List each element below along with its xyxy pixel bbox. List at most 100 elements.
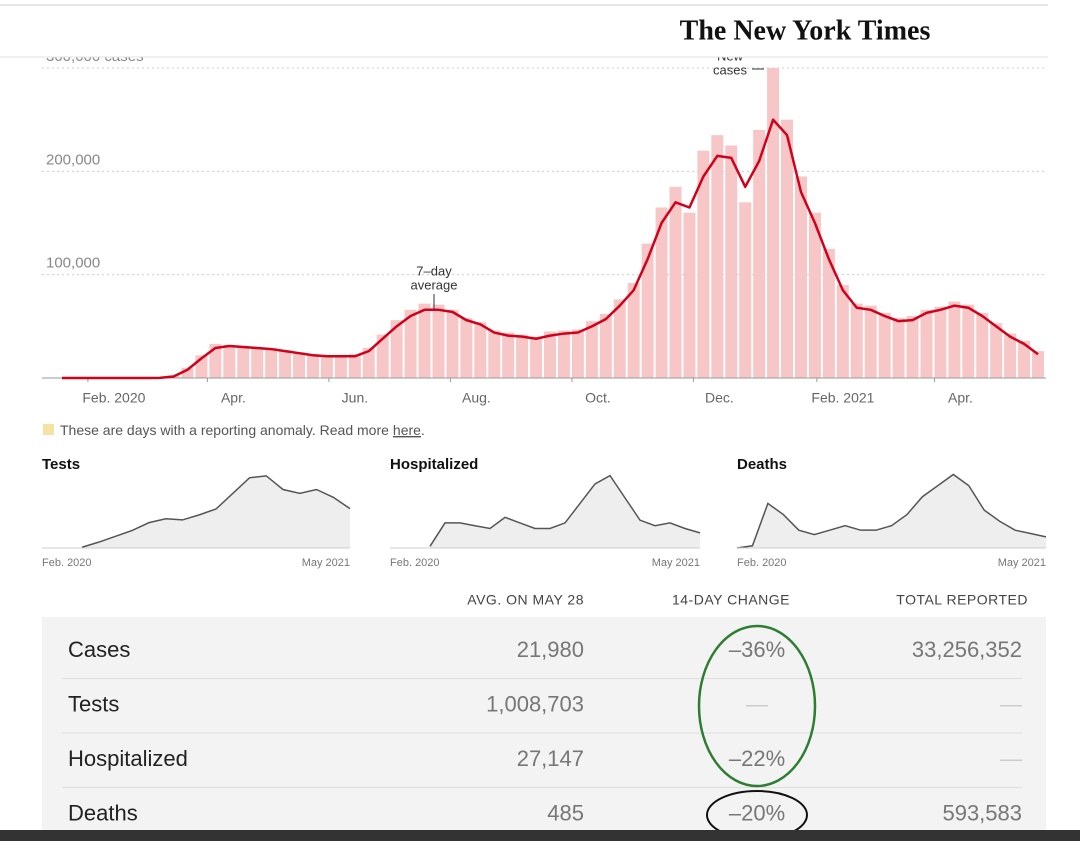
bar [683, 212, 696, 378]
note-end: . [421, 422, 425, 438]
column-header: 14-DAY CHANGE [672, 592, 790, 608]
x-tick-label: Oct. [585, 390, 611, 406]
y-tick-label: 100,000 [46, 255, 100, 272]
x-label: Feb. 2020 [42, 557, 92, 569]
panel-title: Tests [42, 456, 80, 473]
bar [306, 354, 319, 378]
bar [460, 318, 473, 378]
logo: The New York Times [680, 15, 931, 46]
bar [627, 282, 640, 378]
bar [251, 347, 264, 378]
y-tick-label: 200,000 [46, 151, 100, 168]
cell: –20% [729, 800, 785, 825]
bar [320, 355, 333, 378]
bar [990, 323, 1003, 378]
bar [599, 313, 612, 378]
cell: 33,256,352 [912, 637, 1022, 662]
x-tick-label: Apr. [221, 390, 246, 406]
bar [279, 350, 292, 378]
green-circle [697, 624, 817, 788]
bar [697, 150, 710, 378]
cell: 593,583 [942, 800, 1022, 825]
bar [641, 243, 654, 378]
bar [878, 312, 891, 378]
bar [446, 309, 459, 378]
cell: — [1000, 691, 1022, 716]
bar [920, 309, 933, 378]
annotation: 7–day [416, 263, 452, 278]
bar [767, 68, 780, 378]
bar [571, 329, 584, 378]
cell: 21,980 [517, 637, 584, 662]
bar [948, 301, 961, 378]
x-tick-label: Feb. 2021 [811, 390, 874, 406]
bar [836, 285, 849, 378]
annotation: cases [713, 62, 747, 77]
table-bg [42, 617, 1046, 830]
x-tick-label: Jun. [342, 390, 368, 406]
area [82, 475, 350, 548]
bar [1004, 333, 1017, 378]
bar [474, 322, 487, 378]
cell: — [1000, 746, 1022, 771]
bar [669, 186, 682, 378]
bar [516, 334, 529, 378]
bar [1018, 340, 1031, 378]
content: These are days with a reporting anomaly.… [42, 422, 1047, 825]
header [0, 0, 1080, 57]
bar [181, 367, 194, 378]
bar [794, 176, 807, 378]
bar [404, 309, 417, 378]
bottom-bar [0, 830, 1080, 841]
x-label: Feb. 2020 [390, 557, 440, 569]
average-line [62, 118, 1039, 380]
bar [850, 303, 863, 378]
bar [362, 348, 375, 378]
bar [711, 135, 724, 378]
cell: 1,008,703 [486, 691, 584, 716]
cell: –22% [729, 746, 785, 771]
bar [502, 332, 515, 378]
line [429, 474, 701, 547]
bar [934, 306, 947, 378]
bar [348, 354, 361, 378]
bar [822, 248, 835, 378]
bar [265, 348, 278, 378]
note-link[interactable]: here [393, 422, 421, 438]
bar [655, 207, 668, 378]
anomaly-swatch [43, 424, 54, 435]
bar [432, 304, 445, 378]
cell: — [746, 691, 768, 716]
row-label: Cases [68, 637, 130, 662]
bar [557, 330, 570, 378]
column-header: TOTAL REPORTED [896, 592, 1028, 608]
bar [334, 355, 347, 378]
area [430, 475, 700, 548]
cell: 485 [547, 800, 584, 825]
note-text: These are days with a reporting anomaly.… [60, 422, 389, 438]
x-tick-label: Feb. 2020 [82, 390, 145, 406]
line [81, 475, 351, 548]
bar [906, 316, 919, 378]
cell: –36% [729, 637, 785, 662]
cell: 27,147 [517, 746, 584, 771]
row-label: Deaths [68, 800, 138, 825]
bar [418, 303, 431, 378]
row-label: Tests [68, 691, 119, 716]
x-label: May 2021 [652, 557, 700, 569]
bar [544, 331, 557, 378]
x-tick-label: Dec. [705, 390, 734, 406]
bar [613, 299, 626, 378]
bar [781, 119, 794, 379]
annotation: average [411, 277, 458, 292]
bar [976, 312, 989, 378]
bar [1032, 351, 1045, 378]
bar [530, 336, 543, 378]
panel-title: Deaths [737, 456, 787, 473]
bar [209, 343, 222, 378]
bar [223, 344, 236, 378]
x-tick-label: Aug. [462, 390, 491, 406]
panel-title: Hospitalized [390, 456, 478, 473]
